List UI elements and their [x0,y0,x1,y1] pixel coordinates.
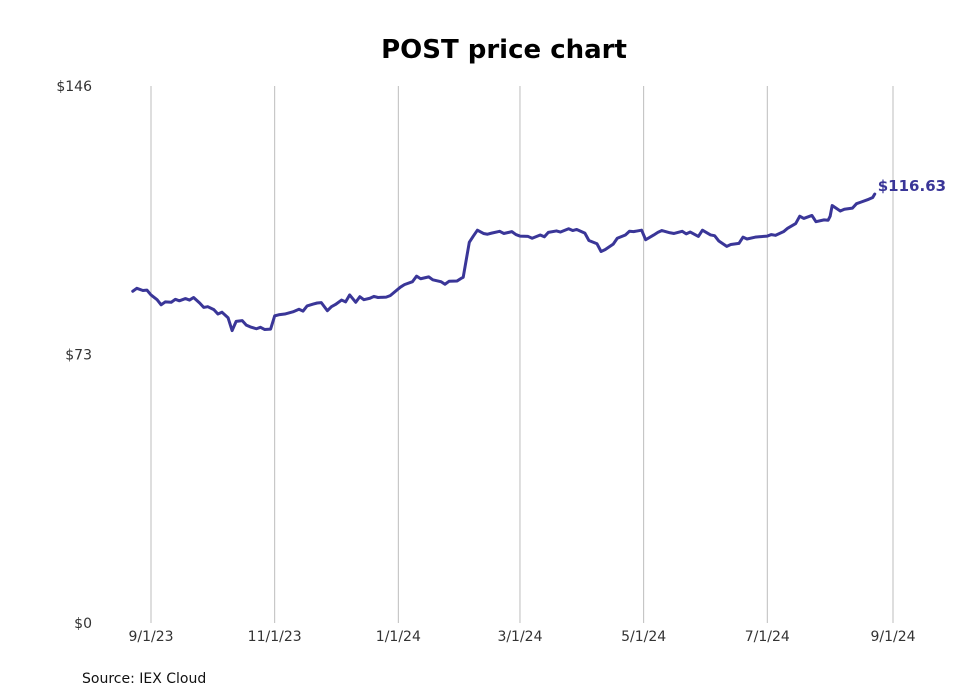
x-axis-labels: 9/1/23 11/1/23 1/1/24 3/1/24 5/1/24 7/1/24 9/1… [128,629,915,645]
y-tick-label: $0 [74,616,92,632]
price-line [131,192,877,333]
x-tick-label: 1/1/24 [376,629,421,645]
grid-layer [150,86,894,623]
last-price-label: $116.63 [878,177,946,195]
y-axis-labels: $0 $73 $146 [56,79,92,632]
source-label: Source: IEX Cloud [82,671,206,687]
x-tick-label: 9/1/23 [128,629,173,645]
x-tick-label: 11/1/23 [248,629,302,645]
y-tick-label: $146 [56,79,92,95]
x-tick-label: 5/1/24 [621,629,666,645]
x-tick-label: 3/1/24 [497,629,542,645]
x-tick-label: 9/1/24 [870,629,915,645]
chart-title: POST price chart [381,35,627,65]
y-tick-label: $73 [65,348,92,364]
x-tick-label: 7/1/24 [745,629,790,645]
